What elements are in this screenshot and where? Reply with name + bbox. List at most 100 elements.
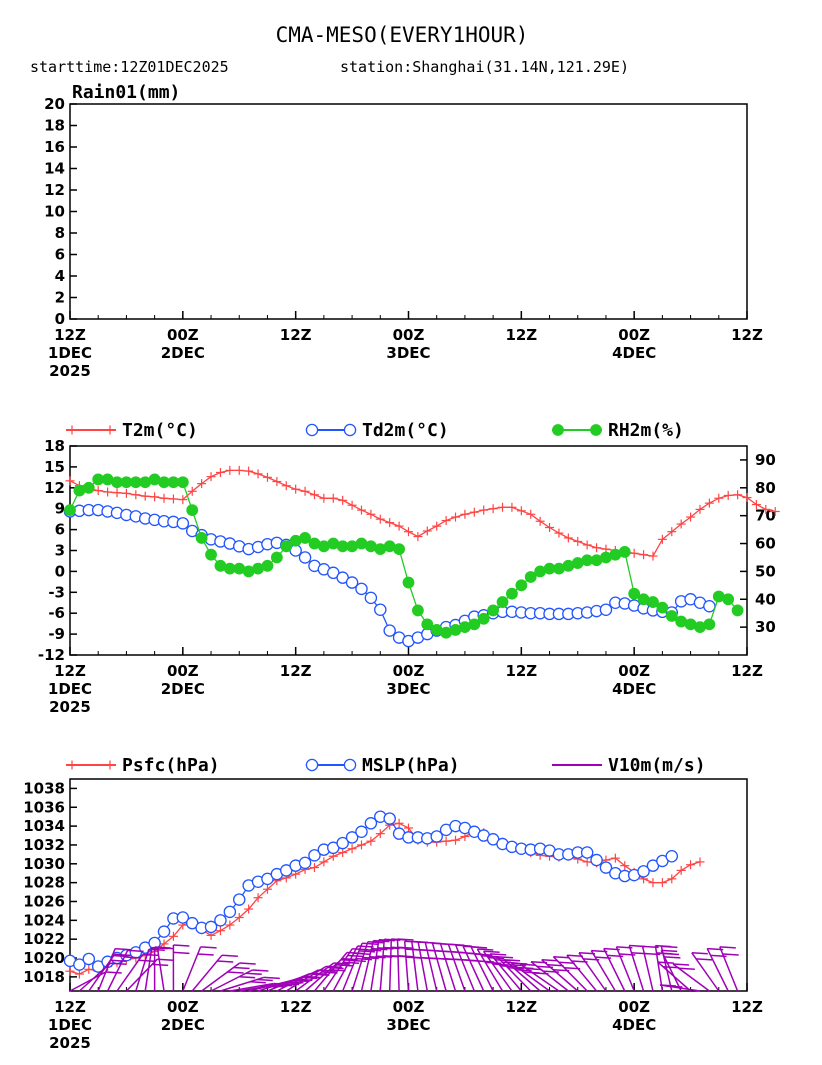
x-tick-label: 2025: [49, 362, 91, 380]
x-tick-label: 3DEC: [386, 1016, 430, 1034]
mslp-point: [336, 836, 349, 850]
rh2m-point: [628, 587, 641, 600]
td2m-point: [383, 624, 396, 637]
mslp-point: [82, 952, 96, 966]
legend-rh2m: RH2m(%): [552, 420, 684, 441]
wind-barb-flag: [200, 946, 217, 949]
x-tick-label: 00Z: [618, 998, 650, 1016]
wind-barb-shaft: [313, 952, 348, 992]
rain-y-axis: 0 2 4 6 8 10 12 14 16 18 20: [44, 95, 77, 328]
rh2m-point: [195, 532, 208, 544]
y-tick-label: 1038: [23, 779, 65, 797]
wind-barb-flag: [504, 959, 521, 962]
rh2m-point: [176, 476, 189, 489]
wind-barb: [210, 969, 269, 992]
pressure-legend: Psfc(hPa) MSLP(hPa) V10m(m/s): [66, 755, 706, 776]
wind-barb: [706, 947, 729, 992]
legend-td2m-label: Td2m(°C): [362, 420, 449, 441]
legend-rh2m-label: RH2m(%): [608, 420, 684, 441]
wind-barb: [156, 946, 174, 992]
wind-barb-flag: [347, 954, 364, 958]
wind-barb-shaft: [229, 982, 274, 992]
x-tick-label: 12Z: [731, 662, 763, 680]
wind-barb-flag: [365, 948, 382, 952]
rh2m-point: [665, 610, 678, 622]
wind-barb: [476, 948, 504, 992]
y-tick-label: 0: [55, 562, 65, 580]
x-tick-label: 4DEC: [612, 680, 656, 698]
wind-barb-flag: [666, 985, 683, 988]
wind-barb-flag: [239, 962, 256, 965]
td2m-point: [703, 599, 716, 613]
wind-barb-flag: [263, 976, 280, 980]
mslp-point: [232, 893, 246, 906]
wind-barb: [191, 954, 238, 992]
wind-barb-flag: [227, 971, 244, 974]
y-tick-label: -6: [48, 604, 65, 622]
wind-barb-shaft: [323, 948, 353, 992]
x-tick-label: 1DEC: [48, 680, 92, 698]
wind-barb-shaft: [191, 954, 223, 992]
x-tick-label: 1DEC: [48, 344, 92, 362]
mslp-point: [355, 825, 368, 839]
rh2m-point: [393, 543, 405, 556]
y-tick-label: 15: [44, 458, 65, 476]
x-tick-label: 00Z: [393, 662, 425, 680]
wind-barb-flag: [336, 964, 353, 967]
rh2m-point: [722, 593, 735, 606]
y2-tick-label: 30: [755, 618, 776, 636]
td2m-point: [374, 603, 387, 616]
x-tick-label: 00Z: [393, 326, 425, 344]
mslp-point: [157, 925, 171, 938]
mslp-point: [298, 856, 312, 870]
wind-barb-flag: [233, 966, 250, 970]
rh2m-point: [299, 532, 311, 544]
rh2m-point: [524, 571, 537, 583]
wind-barb-flag: [124, 956, 141, 959]
y-tick-label: 9: [55, 500, 65, 518]
rh2m-point: [515, 579, 528, 592]
wind-barb-flag: [657, 961, 674, 964]
wind-barb-flag: [353, 952, 370, 955]
y-tick-label: 12: [44, 479, 65, 497]
wind-barb-flag: [663, 965, 680, 969]
legend-td2m: Td2m(°C): [305, 420, 449, 441]
legend-wind-label: V10m(m/s): [608, 755, 706, 776]
x-tick-label: 2DEC: [161, 680, 205, 698]
rh2m-point: [205, 548, 217, 561]
legend-t2m-label: T2m(°C): [122, 420, 198, 441]
y-tick-label: 3: [55, 542, 65, 560]
wind-barb-shaft: [719, 946, 739, 992]
legend-mslp-label: MSLP(hPa): [362, 755, 460, 776]
x-tick-label: 12Z: [731, 326, 763, 344]
y-tick-label: 1020: [23, 949, 65, 967]
wind-barb-flag: [110, 959, 127, 962]
wind-barb-flag: [197, 953, 214, 956]
wind-barb: [590, 949, 617, 992]
figure-subtitle-start: starttime:12Z01DEC2025: [30, 58, 229, 76]
wind-barb-flag: [496, 955, 514, 959]
x-tick-label: 12Z: [280, 998, 312, 1016]
y2-tick-label: 80: [755, 479, 776, 497]
figure-subtitle-station: station:Shanghai(31.14N,121.29E): [340, 58, 629, 76]
y-tick-label: 1036: [23, 798, 65, 816]
legend-td2m-marker: [343, 423, 357, 437]
wind-barb-shaft: [447, 943, 466, 992]
wind-barb-shaft: [370, 939, 380, 992]
wind-barb-shaft: [144, 947, 153, 992]
wind-barb-flag: [553, 955, 570, 959]
wind-barb-flag: [304, 975, 322, 979]
wind-barb-flag: [256, 978, 273, 982]
wind-barb: [719, 946, 739, 992]
wind-barb-shaft: [603, 948, 626, 992]
wind-barb-flag: [722, 953, 739, 956]
td2m-line: [69, 509, 710, 642]
wind-barb-shaft: [706, 948, 729, 992]
wind-barb-shaft: [220, 976, 265, 992]
x-tick-label: 12Z: [505, 998, 537, 1016]
temperature-series: [63, 465, 780, 648]
wind-barb-shaft: [295, 962, 335, 992]
mslp-point: [590, 853, 603, 867]
